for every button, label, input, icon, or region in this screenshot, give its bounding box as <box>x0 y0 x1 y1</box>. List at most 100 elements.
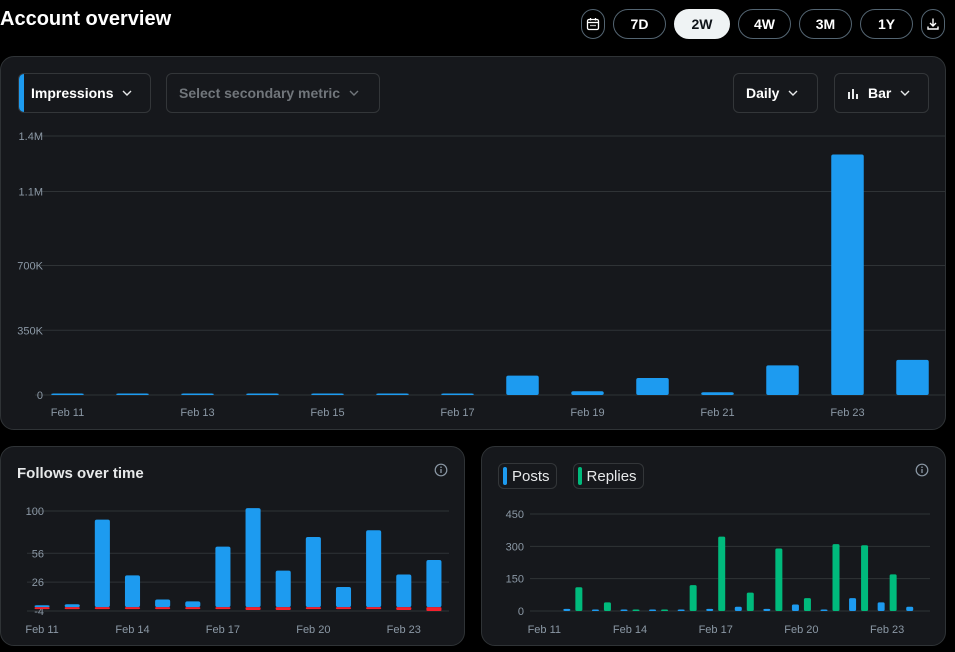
follows-chart: -4 26 56 100 Feb 11 Feb 14 Feb 17 Feb 20 Feb 23 <box>25 506 449 636</box>
impressions-panel: Impressions Select secondary metric Dail… <box>0 56 946 430</box>
follows-panel: Follows over time -4 26 56 100 Feb 11 Feb 14 F… <box>0 446 465 646</box>
y-tick-label: 450 <box>506 509 524 521</box>
impressions-bar <box>51 393 84 395</box>
impressions-bar <box>181 393 214 395</box>
y-tick-label: 0 <box>518 606 524 618</box>
calendar-icon <box>586 18 600 31</box>
unfollows-bar <box>366 607 382 610</box>
legend-replies[interactable]: Replies <box>572 463 644 489</box>
calendar-button[interactable] <box>581 9 605 39</box>
posts-bar <box>877 602 885 611</box>
unfollows-bar <box>64 607 80 610</box>
impressions-chart: 0 350K 700K 1.1M 1.4M Feb 11 Feb 13 Feb 15 Feb 1… <box>17 131 945 419</box>
follows-bar <box>215 546 231 608</box>
y-tick-label: 300 <box>506 541 524 553</box>
page-title: Account overview <box>0 8 172 30</box>
y-tick-label: 700K <box>17 261 43 273</box>
replies-bar <box>803 598 811 611</box>
y-tick-label: 1.1M <box>19 187 43 199</box>
y-tick-label: 0 <box>37 390 43 402</box>
primary-metric-select[interactable]: Impressions <box>18 73 151 113</box>
posts-bar <box>849 598 857 611</box>
unfollows-bar <box>215 607 231 610</box>
unfollows-bar <box>396 607 412 611</box>
replies-bar <box>775 548 783 611</box>
posts-swatch <box>503 467 507 485</box>
range-3m-button[interactable]: 3M <box>799 9 852 39</box>
follows-bar <box>185 601 201 608</box>
replies-bar <box>661 609 669 611</box>
follows-bar <box>305 536 321 608</box>
follows-bar <box>335 586 352 608</box>
x-tick-label: Feb 23 <box>830 407 864 419</box>
x-tick-label: Feb 17 <box>699 624 733 636</box>
unfollows-bar <box>94 607 110 610</box>
range-2w-button[interactable]: 2W <box>674 9 730 39</box>
download-icon <box>927 18 939 30</box>
x-tick-label: Feb 13 <box>180 407 214 419</box>
chevron-down-icon <box>349 90 359 96</box>
x-tick-label: Feb 15 <box>310 407 344 419</box>
chart-type-select[interactable]: Bar <box>834 73 929 113</box>
unfollows-bar <box>34 607 50 610</box>
impressions-bar <box>311 393 344 395</box>
legend-posts[interactable]: Posts <box>498 463 557 489</box>
range-selector: 7D 2W 4W 3M 1Y <box>581 9 945 39</box>
follows-bar <box>64 604 80 608</box>
impressions-bar <box>636 377 669 395</box>
impressions-bar <box>701 392 734 395</box>
posts-bar <box>649 609 657 611</box>
posts-bar <box>677 609 685 611</box>
y-tick-label: 56 <box>32 548 44 560</box>
chevron-down-icon <box>900 90 910 96</box>
secondary-metric-select[interactable]: Select secondary metric <box>166 73 380 113</box>
impressions-bar <box>376 393 409 395</box>
replies-bar <box>718 536 726 611</box>
primary-metric-accent <box>19 74 24 112</box>
y-tick-label: 100 <box>26 506 44 518</box>
posts-bar <box>591 609 599 611</box>
x-tick-label: Feb 11 <box>25 624 58 636</box>
follows-bar <box>275 570 291 608</box>
replies-bar <box>746 592 754 611</box>
range-4w-button[interactable]: 4W <box>738 9 791 39</box>
replies-bar <box>632 609 640 611</box>
follows-bar <box>426 560 442 608</box>
x-tick-label: Feb 19 <box>570 407 604 419</box>
unfollows-bar <box>335 607 352 610</box>
range-7d-button[interactable]: 7D <box>613 9 666 39</box>
follows-bar <box>155 599 171 608</box>
x-tick-label: Feb 17 <box>206 624 240 636</box>
unfollows-bar <box>275 607 291 611</box>
x-tick-label: Feb 23 <box>870 624 904 636</box>
interval-select[interactable]: Daily <box>733 73 818 113</box>
posts-replies-panel: Posts Replies 0 150 300 450 Feb 11 Feb 14 Feb … <box>481 446 946 646</box>
posts-bar <box>734 606 742 611</box>
posts-replies-legend: Posts Replies <box>498 463 644 489</box>
primary-metric-label: Impressions <box>31 85 114 101</box>
impressions-bar <box>766 365 799 395</box>
replies-swatch <box>577 467 582 485</box>
x-tick-label: Feb 23 <box>387 624 421 636</box>
info-icon[interactable] <box>915 463 929 477</box>
replies-bar <box>861 545 869 611</box>
posts-bar <box>791 604 799 611</box>
x-tick-label: Feb 21 <box>700 407 734 419</box>
legend-replies-label: Replies <box>586 467 637 485</box>
follows-bar <box>34 605 50 608</box>
posts-replies-chart: 0 150 300 450 Feb 11 Feb 14 Feb 17 Feb 20 Feb 23 <box>506 509 930 636</box>
replies-bar <box>689 585 697 611</box>
follows-bar <box>94 519 110 608</box>
chevron-down-icon <box>788 90 798 96</box>
replies-bar <box>603 602 611 611</box>
info-icon[interactable] <box>434 463 448 477</box>
follows-bar <box>124 575 141 608</box>
impressions-bar <box>441 393 474 395</box>
download-button[interactable] <box>921 9 945 39</box>
follows-bar <box>396 574 412 608</box>
range-1y-button[interactable]: 1Y <box>860 9 913 39</box>
impressions-bar <box>831 154 864 395</box>
replies-bar <box>832 544 840 611</box>
y-tick-label: 350K <box>17 325 43 337</box>
interval-label: Daily <box>746 85 780 101</box>
